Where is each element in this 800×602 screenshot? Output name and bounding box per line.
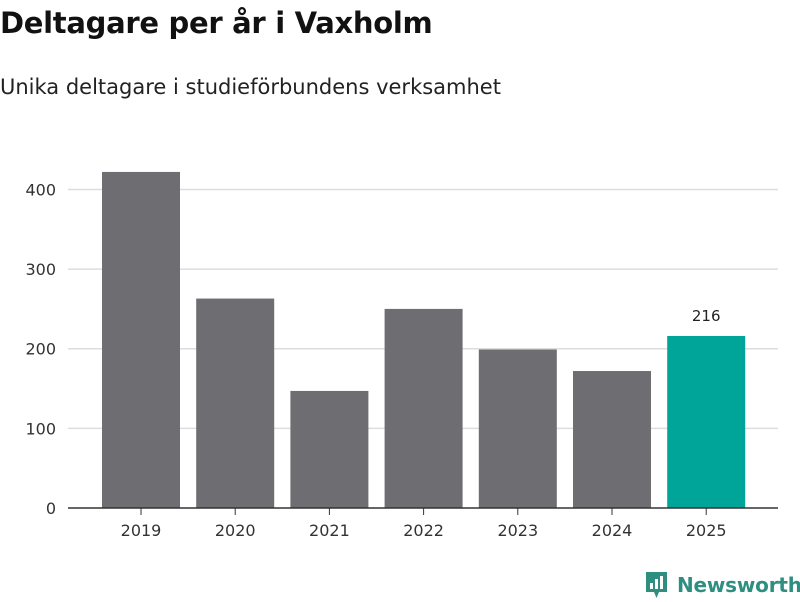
bar-2019 <box>102 171 180 508</box>
y-tick-label-400: 400 <box>25 180 56 199</box>
y-tick-label-300: 300 <box>25 260 56 279</box>
x-tick-label-2024: 2024 <box>592 521 633 540</box>
x-tick-labels: 2019 2020 2021 2022 2023 2024 2025 <box>68 507 778 540</box>
x-tick-label-2020: 2020 <box>215 521 256 540</box>
data-label-2025: 216 <box>692 307 721 325</box>
newsworthy-logo-icon <box>646 572 667 598</box>
x-tick-label-2025: 2025 <box>686 521 727 540</box>
brand-name: Newsworthy <box>677 573 800 597</box>
bar-2024 <box>573 371 651 508</box>
bar-2022 <box>384 308 463 508</box>
bar-2021 <box>290 390 369 508</box>
bar-2020 <box>196 298 275 508</box>
bar-2025 <box>667 335 746 508</box>
y-tick-label-0: 0 <box>46 499 56 518</box>
x-tick-label-2021: 2021 <box>309 521 350 540</box>
bar-2023 <box>478 349 557 508</box>
y-tick-label-100: 100 <box>25 419 56 438</box>
y-tick-labels: 0 100 200 300 400 <box>25 180 56 518</box>
x-tick-label-2022: 2022 <box>403 521 444 540</box>
chart-title: Deltagare per år i Vaxholm <box>0 6 433 40</box>
x-tick-label-2023: 2023 <box>497 521 538 540</box>
x-tick-label-2019: 2019 <box>121 521 162 540</box>
data-labels: 216 <box>692 307 721 325</box>
brand-logo: Newsworthy <box>644 568 800 602</box>
bars <box>102 171 746 508</box>
y-tick-label-200: 200 <box>25 340 56 359</box>
chart-subtitle: Unika deltagare i studieförbundens verks… <box>0 75 501 99</box>
